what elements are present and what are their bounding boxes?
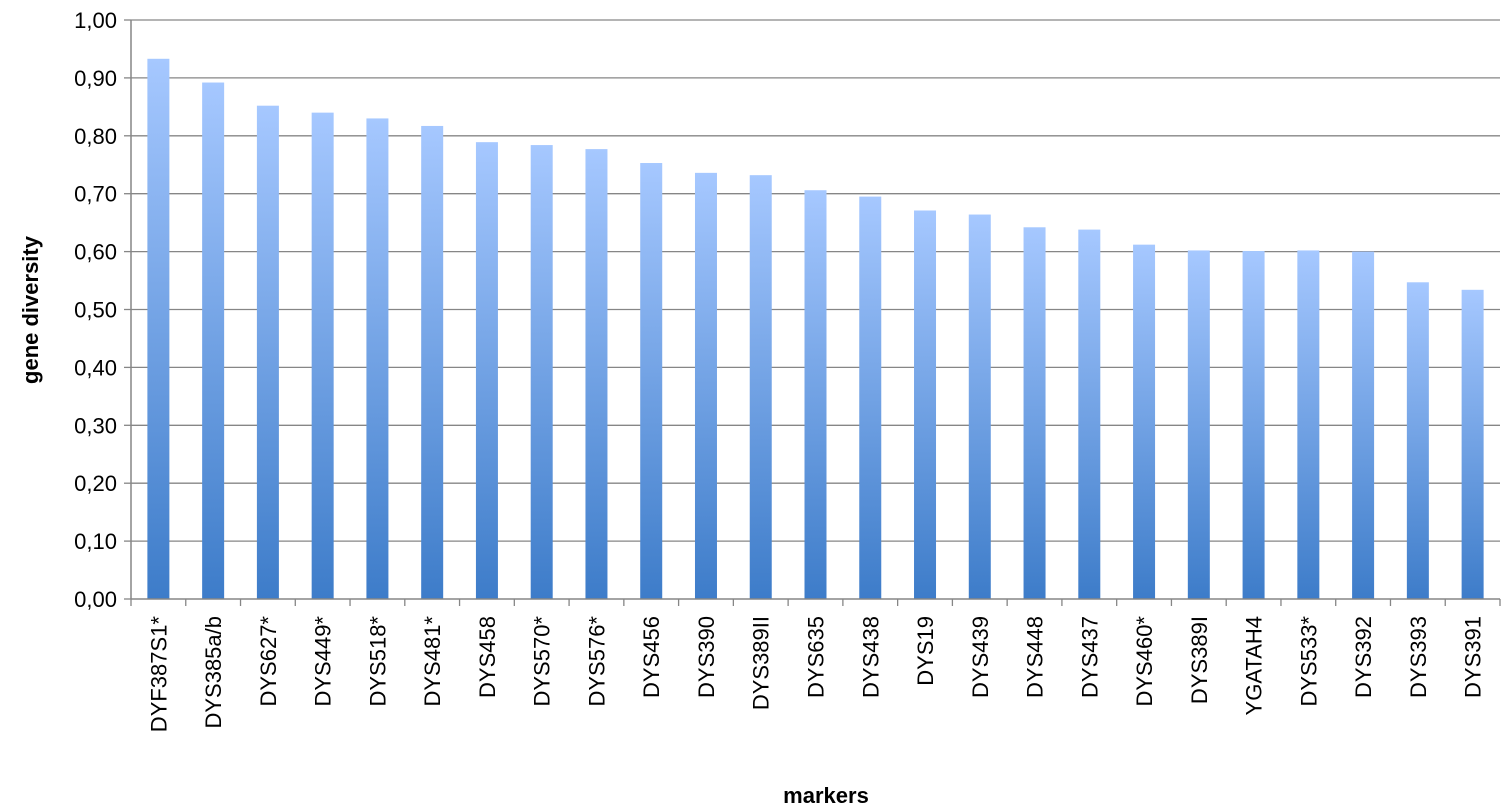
bar <box>749 175 772 599</box>
y-tick-label: 0,90 <box>74 66 117 91</box>
bar <box>202 82 225 600</box>
bar <box>147 58 170 600</box>
x-axis-title: markers <box>783 783 869 807</box>
x-tick-label: YGATAH4 <box>1242 616 1267 715</box>
x-tick-label: DYS533* <box>1296 616 1321 707</box>
x-tick-label: DYS518* <box>365 616 390 707</box>
bar <box>1078 229 1101 599</box>
bar <box>804 190 827 599</box>
x-tick-label: DYS576* <box>584 616 609 707</box>
bar <box>1187 250 1210 599</box>
bar <box>1461 289 1484 599</box>
bar <box>968 214 991 599</box>
x-tick-label: DYS481* <box>420 616 445 707</box>
x-tick-label: DYS391 <box>1461 616 1486 698</box>
bar <box>530 145 553 599</box>
axes <box>124 19 1501 606</box>
x-tick-label: DYS392 <box>1351 616 1376 698</box>
x-tick-label: DYS437 <box>1077 616 1102 698</box>
bar <box>1133 244 1156 600</box>
x-tick-label: DYS385a/b <box>201 616 226 729</box>
bar <box>475 142 498 599</box>
x-tick-label: DYS439 <box>968 616 993 698</box>
x-tick-label: DYS389II <box>749 616 774 710</box>
y-tick-labels: 0,00 0,10 0,20 0,30 0,40 0,50 0,60 0,70 0,80 0,90… <box>74 8 117 612</box>
bar <box>694 172 717 599</box>
x-tick-labels: DYF387S1* DYS385a/b DYS627* DYS449* DYS518* D… <box>146 616 1485 733</box>
x-tick-label: DYS458 <box>475 616 500 698</box>
bar <box>585 149 608 599</box>
x-tick-label: DYS448 <box>1023 616 1048 698</box>
y-tick-label: 0,60 <box>74 240 117 265</box>
y-tick-label: 0,40 <box>74 355 117 380</box>
x-tick-label: DYS460* <box>1132 616 1157 707</box>
y-tick-label: 0,30 <box>74 413 117 438</box>
bars <box>147 58 1484 600</box>
y-tick-label: 0,20 <box>74 471 117 496</box>
bar <box>1352 251 1375 599</box>
y-tick-label: 0,10 <box>74 529 117 554</box>
x-tick-label: DYS627* <box>256 616 281 707</box>
y-tick-label: 1,00 <box>74 8 117 33</box>
x-tick-label: DYS456 <box>639 616 664 698</box>
x-tick-label: DYS438 <box>858 616 883 698</box>
x-tick-label: DYS390 <box>694 616 719 698</box>
y-tick-label: 0,50 <box>74 298 117 323</box>
y-tick-label: 0,00 <box>74 587 117 612</box>
x-tick-label: DYF387S1* <box>146 616 171 733</box>
x-tick-label: DYS389I <box>1187 616 1212 704</box>
y-tick-label: 0,70 <box>74 182 117 207</box>
bar <box>366 118 389 600</box>
bar <box>1242 251 1265 599</box>
x-tick-label: DYS570* <box>530 616 555 707</box>
x-tick-label: DYS19 <box>913 616 938 686</box>
x-tick-label: DYS635 <box>804 616 829 698</box>
bar <box>1406 282 1429 599</box>
bar <box>859 196 882 599</box>
x-tick-label: DYS393 <box>1406 616 1431 698</box>
x-tick-label: DYS449* <box>311 616 336 707</box>
y-axis-title: gene diversity <box>18 235 43 384</box>
bar <box>640 163 663 599</box>
bar <box>421 125 444 599</box>
bar <box>914 210 937 599</box>
bar <box>1023 227 1046 600</box>
bar <box>311 112 334 599</box>
bar <box>256 105 279 599</box>
y-tick-label: 0,80 <box>74 124 117 149</box>
bar <box>1297 250 1320 599</box>
